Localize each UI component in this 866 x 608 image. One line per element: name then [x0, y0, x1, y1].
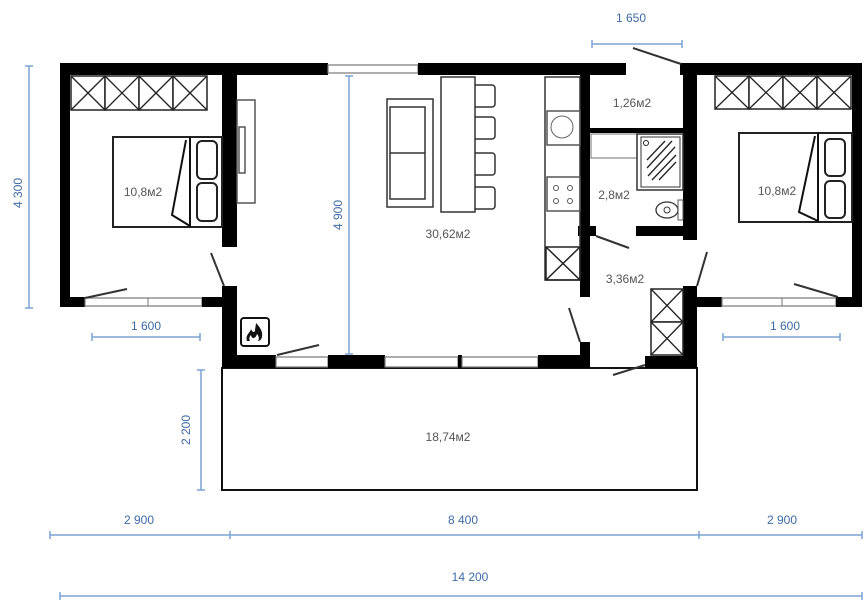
sofa-icon [386, 98, 434, 208]
area-living: 30,62м2 [426, 227, 471, 241]
area-storage: 1,26м2 [613, 96, 652, 110]
dim-right-width: 2 900 [767, 513, 797, 527]
wardrobe-cross [650, 288, 684, 323]
wardrobe-icon [714, 75, 852, 110]
tv-unit [236, 99, 256, 204]
walls [60, 63, 862, 368]
wardrobe-icon [70, 75, 208, 111]
wardrobe-cross [104, 75, 140, 111]
window-bottom-3 [461, 356, 539, 368]
wardrobe-icon [650, 288, 684, 356]
window-bottom-1 [275, 356, 329, 368]
area-bedroom-left: 10,8м2 [124, 185, 163, 199]
bed-icon [112, 136, 223, 228]
wardrobe-cross [782, 75, 818, 110]
window-top [327, 64, 419, 74]
area-bedroom-right: 10,8м2 [758, 184, 797, 198]
dim-bedroom-depth: 4 300 [11, 178, 25, 208]
wardrobe-cross [70, 75, 106, 111]
toilet-icon [655, 199, 684, 221]
bar-table [440, 76, 496, 213]
window-left-bedroom [84, 297, 203, 307]
area-terrace: 18,74м2 [426, 430, 471, 444]
bed-icon [738, 132, 853, 223]
sink-icon [550, 115, 574, 139]
wardrobe-cross [650, 321, 684, 356]
hob-icon [553, 185, 573, 204]
wardrobe-cross [816, 75, 852, 110]
window-bottom-2 [384, 356, 459, 368]
dim-left-width: 2 900 [124, 513, 154, 527]
wardrobe-cross [714, 75, 750, 110]
wardrobe-cross [172, 75, 208, 111]
shower-icon [590, 133, 684, 191]
dimension-lines [25, 40, 863, 600]
dim-total-width: 14 200 [452, 570, 489, 584]
area-hall: 3,36м2 [606, 272, 645, 286]
dim-middle-width: 8 400 [448, 513, 478, 527]
terrace [221, 367, 698, 491]
dim-terrace-depth: 2 200 [179, 415, 193, 445]
fireplace-icon [240, 317, 270, 347]
dim-window-right: 1 600 [770, 319, 800, 333]
dim-living-depth: 4 900 [331, 200, 345, 230]
wardrobe-cross [138, 75, 174, 111]
window-right-bedroom [721, 297, 837, 307]
dim-window-left: 1 600 [131, 319, 161, 333]
kitchen-counter [544, 76, 581, 281]
dim-entrance: 1 650 [616, 11, 646, 25]
doors [84, 47, 839, 376]
wardrobe-cross [748, 75, 784, 110]
area-bathroom: 2,8м2 [598, 188, 630, 202]
